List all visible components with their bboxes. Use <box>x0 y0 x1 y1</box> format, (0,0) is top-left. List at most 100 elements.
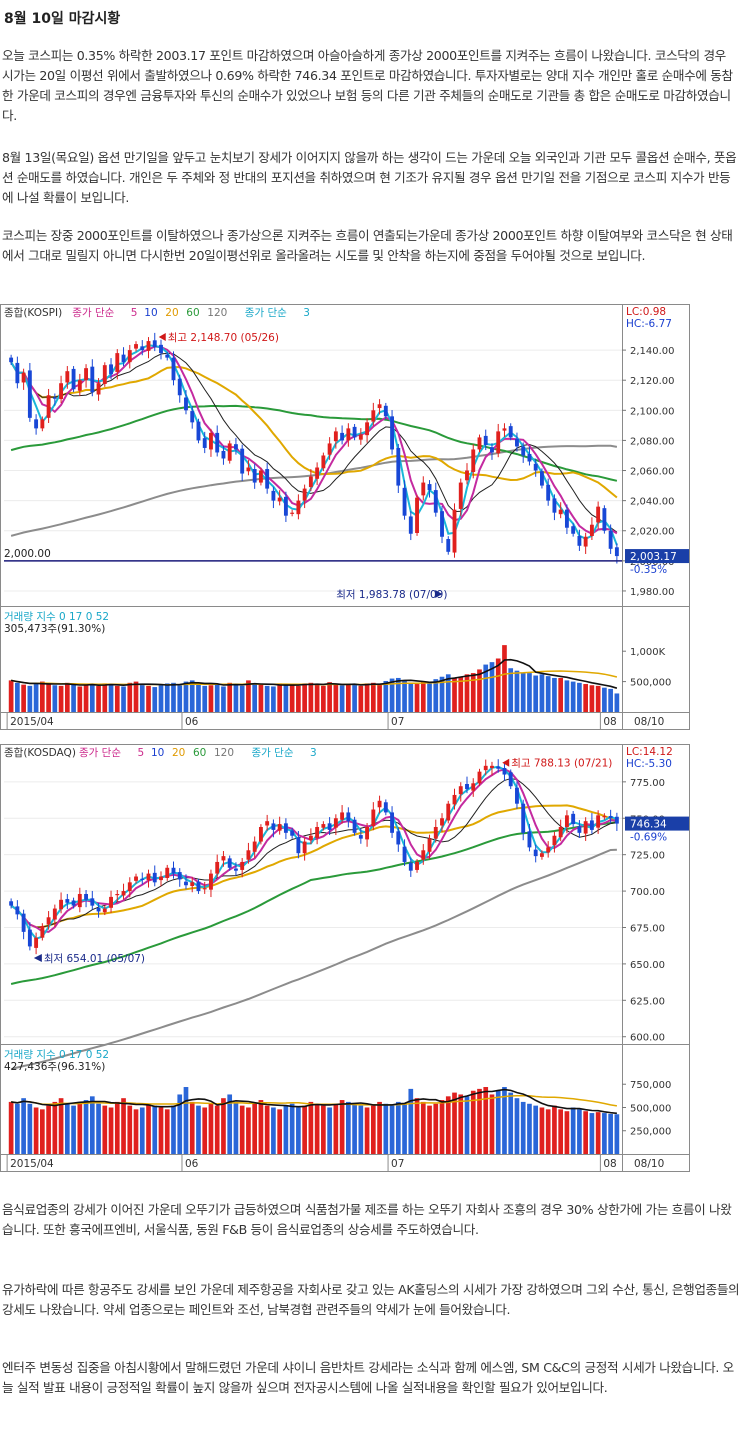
volume-bar <box>458 676 464 712</box>
candle-body <box>508 772 513 787</box>
y-tick-label: 700.00 <box>630 887 665 898</box>
candle-body <box>27 929 32 947</box>
candle-body <box>340 432 345 441</box>
volume-bar <box>402 680 407 712</box>
volume-bar <box>202 1107 208 1154</box>
candle-body <box>190 411 195 423</box>
candle-body <box>465 783 469 790</box>
volume-ma-line <box>10 1088 617 1115</box>
candle-body <box>296 837 301 854</box>
volume-bar <box>89 684 95 712</box>
candle-body <box>552 498 557 513</box>
date-label: 08 <box>603 1158 616 1170</box>
candle-body <box>583 821 588 834</box>
candle-body <box>352 426 357 438</box>
candle-body <box>283 823 288 833</box>
candle-body <box>252 469 257 483</box>
high-arrow-icon <box>158 333 166 342</box>
volume-bar <box>439 676 445 712</box>
candle-body <box>564 815 569 827</box>
low-arrow-icon <box>33 954 42 963</box>
volume-bar <box>183 681 189 712</box>
volume-y-tick-label: 500,000 <box>630 1103 671 1114</box>
volume-bar <box>377 684 382 712</box>
candle-body <box>40 419 45 429</box>
volume-bar <box>83 685 89 712</box>
candle-body <box>315 826 320 838</box>
volume-bar <box>302 683 307 712</box>
volume-bar <box>558 1109 564 1154</box>
y-tick-label: 2,040.00 <box>630 497 675 508</box>
y-tick-label: 2,120.00 <box>630 376 675 387</box>
date-label: 06 <box>185 716 199 728</box>
legend-entry: 20 <box>165 307 178 319</box>
volume-bar <box>458 1094 464 1154</box>
legend-entry: 종가 단순 <box>245 307 287 319</box>
candle-body <box>146 341 151 351</box>
volume-legend: 거래량 지수 0 17 0 52 <box>4 611 109 623</box>
candle-body <box>440 818 444 826</box>
legend-entry: 3 <box>303 307 310 319</box>
volume-bar <box>33 1107 39 1154</box>
volume-bar <box>46 684 51 712</box>
volume-bar <box>502 1087 507 1154</box>
volume-bar <box>483 664 489 712</box>
volume-ma-line <box>10 658 618 689</box>
volume-bar <box>514 1098 520 1154</box>
candle-body <box>408 862 413 871</box>
volume-bar <box>470 1090 476 1154</box>
volume-bar <box>464 674 470 712</box>
candle-body <box>134 344 138 349</box>
candle-body <box>215 432 220 453</box>
volume-bar <box>208 685 214 712</box>
volume-bar <box>352 684 357 712</box>
candle-body <box>252 841 257 852</box>
volume-bar <box>158 684 164 712</box>
volume-bar <box>364 683 370 712</box>
volume-bar <box>108 1107 114 1154</box>
candle-body <box>196 421 201 441</box>
candle-body <box>352 819 357 833</box>
y-tick-label: 2,060.00 <box>630 467 675 478</box>
volume-bar <box>514 670 520 712</box>
volume-bar <box>121 1098 126 1154</box>
volume-bar <box>139 684 145 712</box>
volume-bar <box>508 668 514 712</box>
candle-body <box>84 893 88 900</box>
candle-body <box>234 444 238 450</box>
candle-body <box>127 350 132 363</box>
volume-bar <box>602 1113 607 1154</box>
candle-body <box>614 816 619 824</box>
volume-bar <box>208 1103 214 1154</box>
candle-body <box>246 467 251 472</box>
candle-body <box>308 835 313 841</box>
volume-bar <box>339 685 345 712</box>
candle-body <box>490 447 494 453</box>
candle-body <box>458 482 463 509</box>
volume-bar <box>64 1103 70 1154</box>
volume-bar <box>339 1100 345 1154</box>
volume-bar <box>96 685 101 712</box>
candle-body <box>302 488 307 501</box>
candle-body <box>327 443 332 455</box>
date-label: 07 <box>391 716 404 728</box>
candle-body <box>415 861 419 870</box>
volume-bar <box>233 1101 239 1154</box>
candle-body <box>290 830 295 836</box>
y-tick-label: 650.00 <box>630 960 665 971</box>
candle-body <box>184 881 188 886</box>
candle-body <box>558 509 563 515</box>
volume-bar <box>346 684 351 712</box>
candle-body <box>471 783 476 791</box>
candle-body <box>515 438 519 447</box>
candle-body <box>277 824 282 831</box>
candle-body <box>383 802 388 813</box>
volume-bar <box>439 1100 445 1154</box>
volume-bar <box>177 1094 183 1154</box>
y-tick-label: 2,140.00 <box>630 346 675 357</box>
date-end-label: 08/10 <box>634 1158 664 1170</box>
volume-bar <box>520 673 526 712</box>
legend-entry: 120 <box>214 747 234 759</box>
volume-bar <box>27 1103 33 1154</box>
candle-body <box>21 372 26 383</box>
